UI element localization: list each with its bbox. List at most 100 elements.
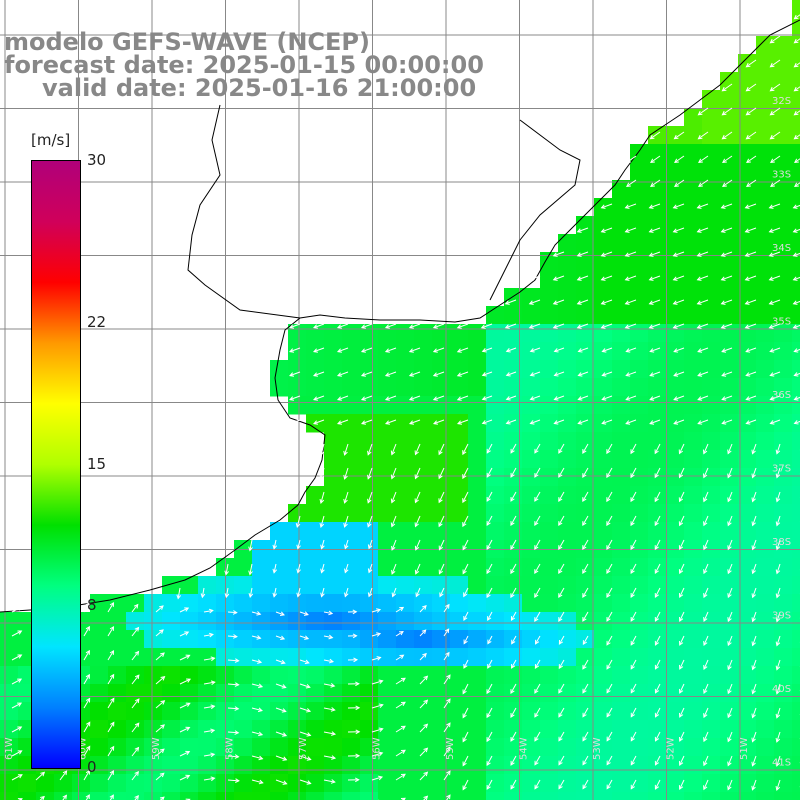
wind-arrow (768, 323, 781, 329)
wind-arrow (606, 779, 613, 790)
wind-speed-cell (198, 666, 217, 685)
wind-arrow (673, 131, 685, 140)
wind-speed-cell (756, 612, 775, 631)
wind-speed-cell (576, 558, 595, 577)
wind-speed-cell (594, 576, 613, 595)
longitude-label: 59W (151, 737, 162, 760)
wind-arrow (751, 635, 757, 647)
wind-speed-cell (162, 792, 181, 800)
wind-arrow (703, 659, 709, 671)
wind-speed-cell (648, 792, 667, 800)
wind-speed-cell (612, 720, 631, 739)
wind-speed-cell (630, 774, 649, 793)
wind-speed-cell (612, 216, 631, 235)
wind-speed-cell (468, 576, 487, 595)
wind-arrow (793, 110, 800, 116)
wind-arrow (769, 131, 781, 140)
wind-arrow (528, 299, 541, 305)
wind-speed-cell (756, 486, 775, 505)
wind-speed-cell (324, 360, 343, 379)
wind-arrow (650, 179, 661, 187)
wind-arrow (11, 630, 23, 637)
wind-arrow (792, 228, 800, 233)
wind-speed-cell (162, 738, 181, 757)
wind-arrow (481, 395, 493, 401)
wind-speed-cell (324, 558, 343, 577)
wind-arrow (344, 587, 349, 598)
wind-speed-cell (126, 720, 145, 739)
wind-speed-cell (522, 594, 541, 613)
wind-arrow (371, 751, 384, 757)
wind-arrow (606, 731, 613, 742)
wind-speed-cell (738, 126, 757, 145)
wind-arrow (203, 728, 216, 734)
wind-arrow (630, 611, 637, 622)
wind-speed-cell (612, 180, 631, 199)
wind-arrow (534, 683, 541, 694)
wind-arrow (510, 491, 517, 502)
wind-speed-cell (396, 414, 415, 433)
wind-arrow (107, 649, 115, 661)
wind-arrow (224, 587, 230, 599)
wind-speed-cell (720, 594, 739, 613)
wind-arrow (630, 443, 637, 455)
wind-speed-cell (468, 756, 487, 775)
wind-arrow (703, 515, 709, 527)
wind-arrow (558, 707, 565, 718)
wind-arrow (727, 539, 733, 551)
wind-speed-cell (288, 576, 307, 595)
wind-speed-cell (324, 684, 343, 703)
wind-arrow (625, 347, 637, 353)
wind-arrow (486, 779, 493, 790)
wind-speed-cell (378, 558, 397, 577)
wind-speed-cell (558, 612, 577, 631)
wind-arrow (227, 754, 240, 759)
wind-speed-cell (486, 306, 505, 325)
wind-arrow (323, 634, 334, 640)
wind-arrow (775, 563, 781, 575)
wind-arrow (678, 611, 685, 622)
wind-speed-cell (414, 612, 433, 631)
wind-arrow (299, 731, 312, 737)
wind-arrow (486, 539, 493, 551)
wind-arrow (770, 155, 781, 163)
wind-arrow (414, 467, 421, 480)
wind-speed-cell (738, 594, 757, 613)
wind-speed-cell (378, 738, 397, 757)
wind-arrows (11, 14, 800, 800)
wind-arrow (486, 731, 493, 743)
wind-speed-cell (270, 522, 289, 541)
wind-speed-cell (468, 630, 487, 649)
wind-arrow (107, 721, 115, 733)
wind-arrow (721, 395, 733, 401)
wind-speed-cell (666, 774, 685, 793)
wind-speed-cell (792, 0, 800, 19)
wind-speed-cell (792, 324, 800, 343)
wind-arrow (630, 635, 637, 646)
wind-arrow (299, 611, 309, 616)
wind-speed-cell (162, 756, 181, 775)
wind-speed-cell (630, 216, 649, 235)
wind-arrow (395, 630, 404, 637)
wind-arrow (654, 779, 661, 790)
wind-speed-cell (720, 144, 739, 163)
wind-speed-cell (720, 342, 739, 361)
wind-speed-cell (540, 414, 559, 433)
wind-speed-cell (666, 486, 685, 505)
wind-speed-cell (792, 90, 800, 109)
wind-speed-cell (720, 612, 739, 631)
wind-arrow (438, 467, 445, 480)
wind-arrow (792, 252, 800, 257)
wind-arrow (672, 227, 685, 233)
wind-speed-cell (774, 594, 793, 613)
wind-arrow (510, 755, 517, 766)
wind-speed-cell (504, 504, 523, 523)
wind-arrow (320, 587, 325, 598)
wind-arrow (371, 679, 384, 685)
wind-arrow (696, 227, 709, 233)
wind-speed-cell (504, 450, 523, 469)
wind-speed-cell (648, 198, 667, 217)
wind-speed-cell (360, 342, 379, 361)
wind-speed-cell (630, 396, 649, 415)
wind-speed-cell (576, 648, 595, 667)
